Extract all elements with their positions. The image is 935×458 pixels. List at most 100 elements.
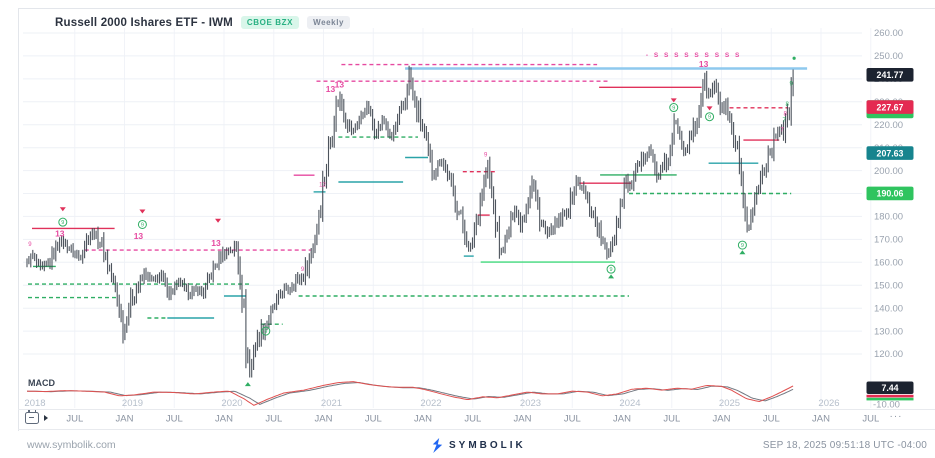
exchange-badge[interactable]: CBOE BZX xyxy=(240,16,300,29)
setup-9-circle-icon xyxy=(737,240,747,250)
svg-text:JUL: JUL xyxy=(365,414,382,425)
svg-text:JUL: JUL xyxy=(265,414,282,425)
svg-text:JUL: JUL xyxy=(862,414,879,425)
svg-text:241.77: 241.77 xyxy=(877,70,904,80)
timestamp: SEP 18, 2025 09:51:18 UTC -04:00 xyxy=(762,439,927,451)
svg-text:9: 9 xyxy=(28,242,32,248)
setup-9-circle-icon xyxy=(606,264,616,274)
svg-text:9: 9 xyxy=(61,220,64,226)
sell-arrow-icon xyxy=(59,207,66,212)
svg-text:250.00: 250.00 xyxy=(874,51,903,62)
svg-text:12: 12 xyxy=(319,182,326,188)
countdown-13-label: 13 xyxy=(55,229,65,239)
svg-text:JAN: JAN xyxy=(215,414,233,425)
svg-text:9: 9 xyxy=(708,115,711,121)
buy-arrow-icon xyxy=(739,250,746,255)
svg-text:2019: 2019 xyxy=(122,398,143,409)
svg-text:2024: 2024 xyxy=(619,398,640,409)
svg-text:160.00: 160.00 xyxy=(874,258,903,269)
svg-text:JUL: JUL xyxy=(663,414,680,425)
svg-text:200.00: 200.00 xyxy=(874,166,903,177)
svg-text:190.06: 190.06 xyxy=(877,189,904,199)
footer: www.symbolik.com SYMBOLIK SEP 18, 2025 0… xyxy=(0,432,935,458)
calendar-button[interactable] xyxy=(25,410,48,424)
svg-text:8: 8 xyxy=(784,111,788,117)
svg-text:9: 9 xyxy=(610,267,613,273)
calendar-icon xyxy=(25,410,39,424)
svg-text:9: 9 xyxy=(301,267,305,273)
macd-label: MACD xyxy=(28,378,55,388)
countdown-13-label: 13 xyxy=(134,231,144,241)
more-dates-button[interactable]: ··· xyxy=(889,411,903,422)
svg-text:JUL: JUL xyxy=(66,414,83,425)
website-link[interactable]: www.symbolik.com xyxy=(27,439,116,451)
svg-text:JUL: JUL xyxy=(166,414,183,425)
svg-text:140.00: 140.00 xyxy=(874,303,903,314)
countdown-13-label: 13 xyxy=(326,84,336,94)
svg-text:227.67: 227.67 xyxy=(877,102,904,112)
sell-arrow-icon xyxy=(139,209,146,214)
svg-text:7: 7 xyxy=(783,118,787,124)
setup-9-circle-icon xyxy=(705,112,715,122)
setup-9-circle-icon xyxy=(261,326,271,336)
buy-arrow-icon xyxy=(608,274,615,279)
svg-text:JUL: JUL xyxy=(763,414,780,425)
svg-text:JAN: JAN xyxy=(613,414,631,425)
svg-text:JUL: JUL xyxy=(564,414,581,425)
svg-text:9: 9 xyxy=(672,106,675,112)
svg-text:2020: 2020 xyxy=(221,398,242,409)
sell-signal-row: - S S S S S S S S S xyxy=(646,52,741,59)
svg-text:JAN: JAN xyxy=(116,414,134,425)
countdown-13-label: 13 xyxy=(211,238,221,248)
svg-text:JAN: JAN xyxy=(315,414,333,425)
svg-text:2022: 2022 xyxy=(420,398,441,409)
svg-text:JUL: JUL xyxy=(464,414,481,425)
svg-text:170.00: 170.00 xyxy=(874,235,903,246)
sell-arrow-icon xyxy=(706,106,713,111)
svg-text:207.63: 207.63 xyxy=(877,148,904,158)
price-bars xyxy=(26,65,794,378)
svg-text:7.44: 7.44 xyxy=(881,383,898,393)
interval-badge[interactable]: Weekly xyxy=(307,16,351,29)
setup-9-circle-icon xyxy=(58,217,68,227)
svg-text:2021: 2021 xyxy=(321,398,342,409)
price-level-badges: 241.77 227.67 207.63 190.06 7.44 -10.00 xyxy=(866,68,914,411)
macd-line xyxy=(26,381,794,406)
symbolik-logo: SYMBOLIK xyxy=(432,437,526,453)
countdown-13-label: 13 xyxy=(699,59,709,69)
chart-header: Russell 2000 Ishares ETF - IWM CBOE BZX … xyxy=(55,16,351,29)
svg-text:260.00: 260.00 xyxy=(874,28,903,39)
svg-text:180.00: 180.00 xyxy=(874,212,903,223)
svg-text:8: 8 xyxy=(785,102,789,108)
instrument-title: Russell 2000 Ishares ETF - IWM xyxy=(55,16,233,29)
svg-text:9: 9 xyxy=(484,153,488,159)
svg-text:9: 9 xyxy=(741,243,744,249)
svg-text:9: 9 xyxy=(789,81,793,87)
countdown-13-label: 13 xyxy=(335,80,345,90)
buy-arrow-icon xyxy=(244,382,251,387)
svg-text:9: 9 xyxy=(264,329,267,335)
svg-text:150.00: 150.00 xyxy=(874,280,903,291)
setup-9-circle-icon xyxy=(669,103,679,113)
svg-text:9: 9 xyxy=(141,222,144,228)
svg-text:7: 7 xyxy=(781,127,785,133)
svg-text:220.00: 220.00 xyxy=(874,120,903,131)
svg-text:JAN: JAN xyxy=(812,414,830,425)
svg-text:-10.00: -10.00 xyxy=(873,400,900,411)
date-axis: 2018 2019 2020 2021 2022 2023 2024 2025 2026 JUL J… xyxy=(24,398,879,425)
svg-text:2018: 2018 xyxy=(24,398,45,409)
svg-text:2026: 2026 xyxy=(818,398,839,409)
svg-text:JAN: JAN xyxy=(713,414,731,425)
sell-arrow-icon xyxy=(670,98,677,103)
svg-text:JAN: JAN xyxy=(514,414,532,425)
setup-9-circle-icon xyxy=(137,219,147,229)
svg-text:2025: 2025 xyxy=(719,398,740,409)
symbolik-bolt-icon xyxy=(432,437,443,453)
brand-name: SYMBOLIK xyxy=(449,439,526,451)
expand-arrow-icon xyxy=(44,415,48,421)
grid xyxy=(23,28,872,408)
sell-arrow-icon xyxy=(215,218,222,223)
svg-text:2023: 2023 xyxy=(520,398,541,409)
